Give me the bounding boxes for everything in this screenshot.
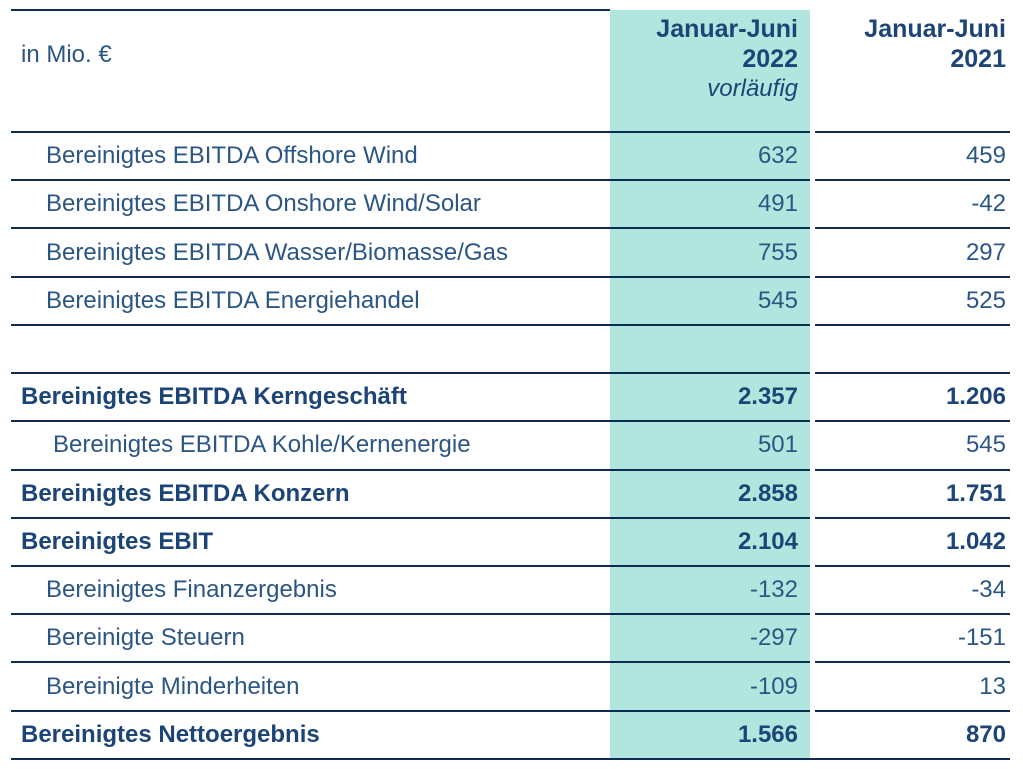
row-label: Bereinigtes EBITDA Energiehandel [11, 275, 610, 324]
row-value-2022 [610, 323, 810, 372]
table-row: Bereinigtes EBITDA Kerngeschäft 2.357 1.… [0, 372, 1023, 420]
row-value-2021: 1.042 [815, 516, 1010, 565]
table-rows: Bereinigtes EBITDA Offshore Wind 632 459… [0, 131, 1023, 758]
row-label: Bereinigtes Nettoergebnis [11, 709, 610, 758]
table-row: Bereinigtes EBITDA Wasser/Biomasse/Gas 7… [0, 227, 1023, 275]
row-label: Bereinigtes EBITDA Konzern [11, 468, 610, 517]
table-row: Bereinigte Minderheiten -109 13 [0, 661, 1023, 709]
left-margin [0, 565, 11, 613]
table-row: Bereinigtes EBITDA Onshore Wind/Solar 49… [0, 179, 1023, 227]
row-label: Bereinigtes EBITDA Kohle/Kernenergie [11, 420, 610, 468]
right-margin [1010, 179, 1023, 227]
row-value-2021: -151 [815, 613, 1010, 661]
row-label: Bereinigtes EBITDA Kerngeschäft [11, 372, 610, 420]
table-row: Bereinigtes EBITDA Energiehandel 545 525 [0, 275, 1023, 324]
left-margin [0, 372, 11, 420]
column-header-2021: Januar-Juni 2021 [815, 10, 1010, 131]
right-margin [1010, 420, 1023, 468]
table-row: Bereinigtes EBITDA Offshore Wind 632 459 [0, 131, 1023, 179]
row-value-2022: -109 [610, 661, 810, 709]
left-margin [0, 613, 11, 661]
right-margin [1010, 469, 1023, 517]
row-value-2021: -42 [815, 179, 1010, 227]
row-value-2021: 870 [815, 709, 1010, 758]
row-label: Bereinigtes EBITDA Onshore Wind/Solar [11, 179, 610, 227]
row-label: Bereinigtes EBITDA Wasser/Biomasse/Gas [11, 227, 610, 275]
row-value-2021: 545 [815, 420, 1010, 468]
row-value-2022: 501 [610, 420, 810, 468]
row-value-2021: 525 [815, 275, 1010, 324]
row-value-2022: 1.566 [610, 709, 810, 758]
row-label: Bereinigtes EBITDA Offshore Wind [11, 131, 610, 179]
row-value-2022: 632 [610, 131, 810, 179]
right-margin [1010, 517, 1023, 565]
row-value-2022: 491 [610, 179, 810, 227]
left-margin [0, 469, 11, 517]
row-label: Bereinigte Steuern [11, 613, 610, 661]
row-value-2021: -34 [815, 564, 1010, 613]
left-margin [0, 661, 11, 709]
row-value-2022: -297 [610, 613, 810, 661]
table-top-rule [11, 9, 610, 11]
row-value-2022: -132 [610, 564, 810, 613]
left-margin [0, 420, 11, 468]
left-margin [0, 710, 11, 758]
table-header-row: in Mio. € Januar-Juni 2022 vorläufig Jan… [0, 10, 1023, 131]
right-margin [1010, 276, 1023, 324]
row-label [11, 323, 610, 372]
column-year-2021: 2021 [950, 45, 1006, 73]
right-margin [1010, 10, 1023, 131]
row-value-2022: 2.104 [610, 516, 810, 565]
right-margin [1010, 565, 1023, 613]
right-margin [1010, 227, 1023, 275]
right-margin [1010, 710, 1023, 758]
left-margin [0, 227, 11, 275]
row-value-2022: 755 [610, 227, 810, 275]
right-margin [1010, 613, 1023, 661]
right-margin [1010, 324, 1023, 372]
table-row: Bereinigtes Finanzergebnis -132 -34 [0, 564, 1023, 613]
column-year-2022: 2022 [742, 45, 798, 73]
row-label: Bereinigtes EBIT [11, 516, 610, 565]
unit-label: in Mio. € [21, 41, 112, 68]
row-value-2021 [815, 323, 1010, 372]
right-margin [1010, 661, 1023, 709]
table-bottom-rule [11, 758, 1010, 760]
row-value-2021: 13 [815, 661, 1010, 709]
left-margin [0, 324, 11, 372]
table-row [0, 323, 1023, 372]
column-header-2022: Januar-Juni 2022 vorläufig [610, 10, 810, 131]
row-value-2022: 545 [610, 275, 810, 324]
right-margin [1010, 131, 1023, 179]
row-value-2022: 2.858 [610, 468, 810, 517]
row-value-2021: 1.751 [815, 468, 1010, 517]
table-row: Bereinigtes EBITDA Konzern 2.858 1.751 [0, 468, 1023, 517]
left-margin [0, 131, 11, 179]
row-value-2022: 2.357 [610, 372, 810, 420]
row-value-2021: 297 [815, 227, 1010, 275]
left-margin [0, 179, 11, 227]
left-margin [0, 276, 11, 324]
table-row: Bereinigte Steuern -297 -151 [0, 613, 1023, 661]
row-value-2021: 459 [815, 131, 1010, 179]
left-margin [0, 517, 11, 565]
left-margin [0, 10, 11, 131]
table-row: Bereinigtes Nettoergebnis 1.566 870 [0, 709, 1023, 758]
row-label: Bereinigtes Finanzergebnis [11, 564, 610, 613]
column-note-vorlaeufig: vorläufig [707, 75, 798, 102]
table-row: Bereinigtes EBIT 2.104 1.042 [0, 516, 1023, 565]
highlight-column-background [610, 10, 810, 758]
column-period-2022: Januar-Juni [656, 15, 798, 43]
row-label: Bereinigte Minderheiten [11, 661, 610, 709]
column-period-2021: Januar-Juni [864, 15, 1006, 43]
right-margin [1010, 372, 1023, 420]
row-value-2021: 1.206 [815, 372, 1010, 420]
table-row: Bereinigtes EBITDA Kohle/Kernenergie 501… [0, 420, 1023, 468]
